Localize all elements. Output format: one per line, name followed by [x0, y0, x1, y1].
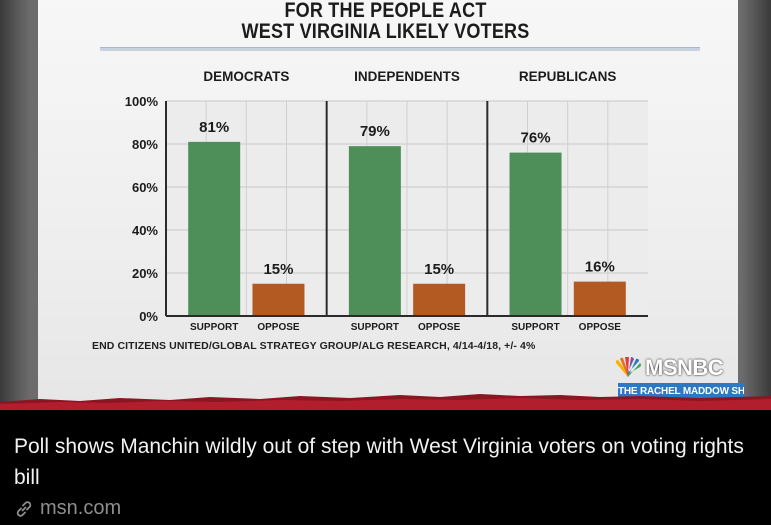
group-label: INDEPENDENTS — [354, 69, 460, 84]
support-bar — [509, 152, 562, 316]
oppose-bar — [573, 281, 626, 316]
y-tick-label: 60% — [132, 180, 158, 195]
link-icon — [16, 500, 32, 517]
oppose-bar — [413, 283, 466, 316]
y-tick-label: 100% — [125, 94, 159, 109]
chart-source-note: END CITIZENS UNITED/GLOBAL STRATEGY GROU… — [92, 340, 536, 352]
x-category-label: SUPPORT — [511, 322, 559, 333]
source-link[interactable]: msn.com — [14, 497, 121, 520]
y-tick-label: 20% — [132, 266, 158, 281]
y-tick-label: 40% — [132, 223, 158, 238]
x-category-label: OPPOSE — [418, 322, 461, 333]
bar-value-label: 15% — [263, 261, 293, 278]
x-category-label: OPPOSE — [257, 322, 300, 333]
title-divider — [100, 47, 700, 51]
group-label: REPUBLICANS — [519, 69, 617, 84]
torn-edge — [0, 394, 771, 410]
poll-bar-chart: 100% 80% 60% 40% 20% 0% DEMOCRATS 81% SUPPORT 15%… — [125, 69, 648, 333]
chart-title-line2: WEST VIRGINIA LIKELY VOTERS — [241, 20, 530, 43]
article-headline[interactable]: Poll shows Manchin wildly out of step wi… — [14, 431, 754, 493]
bar-value-label: 79% — [360, 123, 390, 140]
x-category-label: SUPPORT — [190, 322, 238, 333]
bar-value-label: 81% — [199, 119, 229, 136]
chart-title-line1: FOR THE PEOPLE ACT — [284, 0, 487, 22]
bar-value-label: 15% — [424, 261, 454, 278]
broadcast-frame: FOR THE PEOPLE ACT WEST VIRGINIA LIKELY … — [0, 0, 771, 410]
y-tick-label: 0% — [139, 309, 158, 324]
msnbc-logo-text: MSNBC — [645, 355, 724, 380]
group-label: DEMOCRATS — [203, 69, 289, 84]
peacock-icon — [615, 357, 641, 377]
support-bar — [348, 146, 401, 316]
bar-value-label: 76% — [521, 130, 551, 147]
oppose-bar — [252, 283, 305, 316]
bar-value-label: 16% — [585, 259, 615, 276]
article-headline-text: Poll shows Manchin wildly out of step wi… — [14, 435, 744, 489]
msnbc-logo: MSNBC — [613, 355, 724, 381]
source-site: msn.com — [40, 497, 122, 519]
support-bar — [188, 141, 241, 316]
y-tick-label: 80% — [132, 137, 158, 152]
x-category-label: SUPPORT — [351, 322, 399, 333]
x-category-label: OPPOSE — [579, 322, 622, 333]
